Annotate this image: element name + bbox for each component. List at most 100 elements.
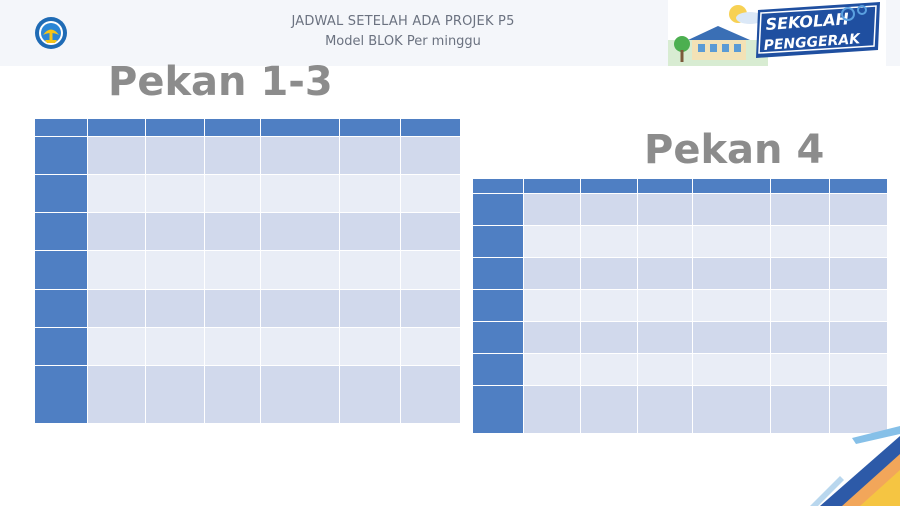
table-row bbox=[472, 193, 888, 226]
table-row bbox=[34, 250, 461, 290]
table-cell bbox=[339, 136, 401, 175]
row-header-cell bbox=[34, 174, 88, 213]
table-cell bbox=[829, 193, 888, 226]
table-row bbox=[34, 136, 461, 175]
table-cell bbox=[523, 321, 581, 354]
table-row bbox=[472, 353, 888, 386]
table-cell bbox=[523, 225, 581, 258]
table-cell bbox=[829, 289, 888, 322]
table-cell bbox=[87, 250, 146, 290]
table-cell bbox=[580, 257, 638, 290]
table-row bbox=[472, 225, 888, 258]
header-cell bbox=[204, 118, 261, 137]
table-cell bbox=[770, 321, 830, 354]
table-cell bbox=[692, 257, 771, 290]
table-cell bbox=[692, 193, 771, 226]
table-cell bbox=[637, 321, 693, 354]
table-cell bbox=[580, 321, 638, 354]
table-cell bbox=[692, 353, 771, 386]
table-cell bbox=[260, 327, 340, 366]
table-cell bbox=[204, 174, 261, 213]
tut-wuri-handayani-logo-icon bbox=[35, 17, 67, 49]
row-header-cell bbox=[34, 212, 88, 251]
table-cell bbox=[400, 327, 461, 366]
header-cell bbox=[692, 178, 771, 194]
table-cell bbox=[770, 225, 830, 258]
table-cell bbox=[339, 212, 401, 251]
table-cell bbox=[580, 225, 638, 258]
table-cell bbox=[637, 193, 693, 226]
table-row bbox=[472, 385, 888, 434]
header-cell bbox=[829, 178, 888, 194]
row-header-cell bbox=[34, 250, 88, 290]
table-cell bbox=[339, 365, 401, 424]
header-title-line2: Model BLOK Per minggu bbox=[325, 34, 481, 49]
table-cell bbox=[260, 250, 340, 290]
table-row bbox=[34, 174, 461, 213]
header-cell bbox=[339, 118, 401, 137]
header-cell bbox=[637, 178, 693, 194]
table-cell bbox=[829, 353, 888, 386]
table-cell bbox=[523, 353, 581, 386]
header-cell bbox=[580, 178, 638, 194]
table-cell bbox=[339, 327, 401, 366]
row-header-cell bbox=[34, 327, 88, 366]
schedule-table-pekan-1-3 bbox=[34, 118, 461, 424]
table-cell bbox=[339, 289, 401, 328]
table-cell bbox=[260, 212, 340, 251]
table-row bbox=[34, 212, 461, 251]
row-header-cell bbox=[472, 353, 524, 386]
pekan-1-3-title: Pekan 1-3 bbox=[108, 59, 333, 105]
table-cell bbox=[523, 193, 581, 226]
table-cell bbox=[637, 289, 693, 322]
header-cell bbox=[523, 178, 581, 194]
table-cell bbox=[523, 289, 581, 322]
header-cell bbox=[87, 118, 146, 137]
table-cell bbox=[87, 327, 146, 366]
table-cell bbox=[637, 257, 693, 290]
table-row bbox=[472, 321, 888, 354]
table-cell bbox=[580, 353, 638, 386]
row-header-cell bbox=[472, 321, 524, 354]
row-header-cell bbox=[34, 136, 88, 175]
row-header-cell bbox=[472, 193, 524, 226]
table-cell bbox=[145, 289, 205, 328]
table-cell bbox=[829, 385, 888, 434]
table-header-row bbox=[472, 178, 888, 194]
table-header-row bbox=[34, 118, 461, 137]
row-header-cell bbox=[472, 225, 524, 258]
table-row bbox=[472, 289, 888, 322]
sekolah-penggerak-badge: SEKOLAH PENGGERAK bbox=[668, 0, 886, 66]
table-cell bbox=[829, 257, 888, 290]
table-cell bbox=[204, 327, 261, 366]
table-row bbox=[34, 365, 461, 424]
badge-text-line2: PENGGERAK bbox=[763, 31, 862, 54]
header-cell bbox=[472, 178, 524, 194]
table-cell bbox=[87, 365, 146, 424]
header-cell bbox=[400, 118, 461, 137]
table-cell bbox=[770, 353, 830, 386]
table-cell bbox=[400, 365, 461, 424]
table-row bbox=[34, 327, 461, 366]
row-header-cell bbox=[472, 385, 524, 434]
table-cell bbox=[400, 136, 461, 175]
table-cell bbox=[87, 136, 146, 175]
table-cell bbox=[145, 174, 205, 213]
table-cell bbox=[637, 225, 693, 258]
table-cell bbox=[580, 289, 638, 322]
table-cell bbox=[523, 385, 581, 434]
table-cell bbox=[339, 174, 401, 213]
table-cell bbox=[692, 289, 771, 322]
header-title-line1: JADWAL SETELAH ADA PROJEK P5 bbox=[291, 14, 515, 29]
table-cell bbox=[770, 193, 830, 226]
table-cell bbox=[260, 365, 340, 424]
table-cell bbox=[204, 365, 261, 424]
corner-decoration bbox=[810, 426, 900, 506]
table-cell bbox=[204, 136, 261, 175]
row-header-cell bbox=[34, 289, 88, 328]
header-cell bbox=[34, 118, 88, 137]
table-cell bbox=[523, 257, 581, 290]
header-cell bbox=[145, 118, 205, 137]
table-cell bbox=[339, 250, 401, 290]
table-cell bbox=[204, 212, 261, 251]
